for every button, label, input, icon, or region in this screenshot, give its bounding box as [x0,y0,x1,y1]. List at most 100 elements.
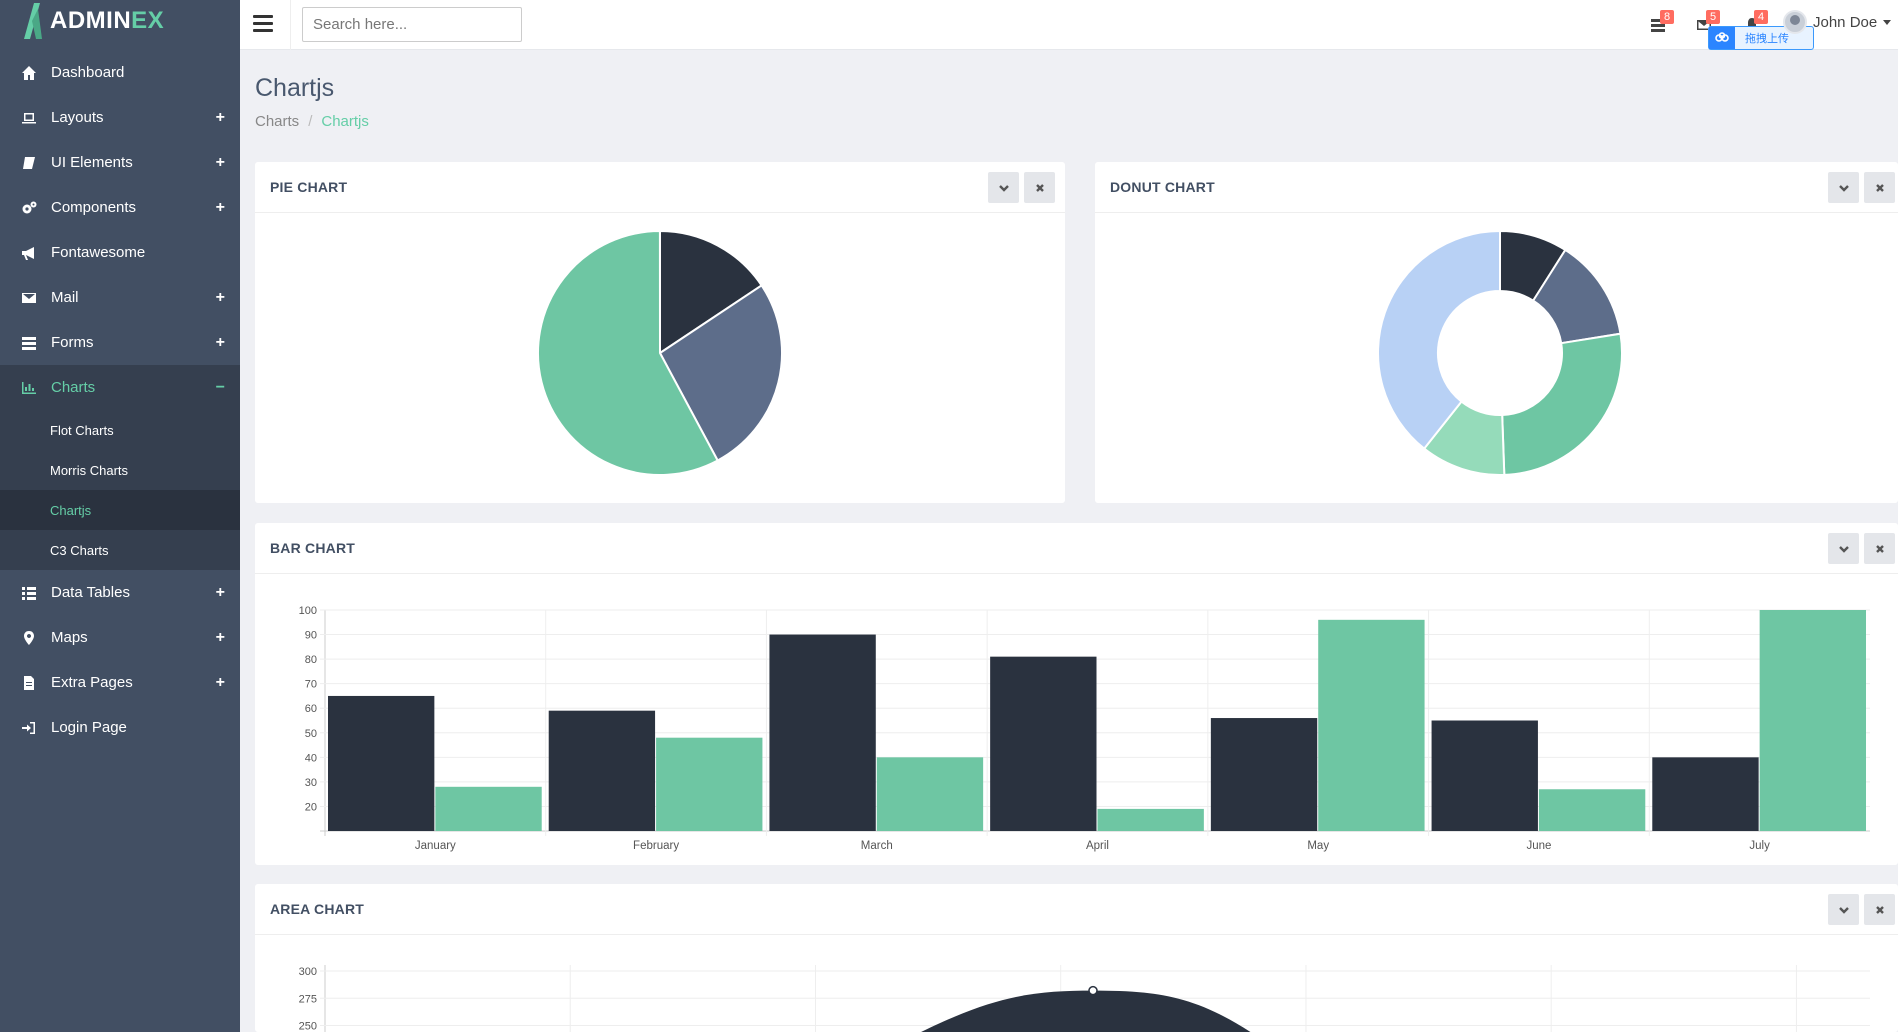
bar[interactable] [1759,610,1866,831]
cloud-upload-icon [1709,27,1735,49]
tasks-notification[interactable]: 8 [1650,10,1675,33]
sidebar-item-extra-pages[interactable]: Extra Pages + [0,660,240,705]
x-tick-label: June [1526,840,1551,852]
close-panel-button[interactable] [1864,533,1895,564]
breadcrumb-link[interactable]: Charts [255,113,300,130]
pie-slice[interactable] [658,284,783,462]
sidebar-item-data-tables[interactable]: Data Tables + [0,570,240,615]
bar[interactable] [876,757,984,831]
donut-chart [1377,229,1623,476]
sidebar-item-fontawesome[interactable]: Fontawesome [0,230,240,275]
panel-header: DONUT CHART [1095,162,1898,213]
sidebar-item-charts[interactable]: Charts − [0,365,240,410]
chevron-down-icon [1838,184,1849,192]
breadcrumb-current: Chartjs [321,113,369,130]
bar[interactable] [548,710,656,831]
pie-slice[interactable] [1377,229,1501,450]
panel-tools [1823,894,1895,925]
search-input[interactable] [302,7,522,42]
bar[interactable] [1318,619,1425,831]
bar-chart-icon [20,379,38,397]
chevron-down-icon [1838,545,1849,553]
y-tick-label: 80 [305,654,317,666]
th-list-icon [20,584,38,602]
close-panel-button[interactable] [1864,172,1895,203]
expand-icon: + [215,583,225,601]
data-point[interactable] [1088,985,1098,996]
bar[interactable] [1538,789,1646,831]
y-tick-label: 90 [305,630,317,642]
sidebar-item-label: UI Elements [51,154,133,171]
y-tick-label: 275 [299,993,317,1005]
y-tick-label: 40 [305,752,317,764]
expand-icon: + [215,333,225,351]
x-tick-label: February [633,840,679,852]
sidebar-item-login-page[interactable]: Login Page [0,705,240,750]
avatar [1783,10,1807,34]
map-marker-icon [20,629,38,647]
panel-title: AREA CHART [270,901,365,917]
bar-chart-panel: BAR CHART 20 30 40 50 60 70 80 90 100 January Febr… [255,523,1898,865]
collapse-icon: − [215,378,225,396]
pie-slice[interactable] [659,229,763,355]
pie-chart-panel: PIE CHART [255,162,1065,503]
sidebar-item-forms[interactable]: Forms + [0,320,240,365]
cogs-icon [20,199,38,217]
close-panel-button[interactable] [1024,172,1055,203]
upload-label: 拖拽上传 [1745,33,1789,45]
sidebar-item-label: Charts [51,379,96,396]
pie-slice[interactable] [537,229,720,476]
y-tick-label: 60 [305,703,317,715]
sidebar-item-maps[interactable]: Maps + [0,615,240,660]
close-panel-button[interactable] [1864,894,1895,925]
chevron-down-icon [998,184,1009,192]
bullhorn-icon [20,244,38,262]
charts-submenu: Flot Charts Morris Charts Chartjs C3 Cha… [0,410,240,570]
sidebar-item-components[interactable]: Components + [0,185,240,230]
collapse-panel-button[interactable] [1828,533,1859,564]
collapse-panel-button[interactable] [1828,172,1859,203]
notification-badge: 4 [1754,10,1769,24]
y-tick-label: 250 [299,1021,317,1032]
panel-tools [1823,172,1895,203]
envelope-icon [20,289,38,307]
sidebar-item-label: Data Tables [51,584,130,601]
bar[interactable] [1097,808,1204,831]
menu-toggle-icon[interactable] [253,15,273,33]
pie-slice[interactable] [1501,332,1623,476]
bar[interactable] [656,737,763,831]
sidebar-item-dashboard[interactable]: Dashboard [0,50,240,95]
user-menu[interactable]: John Doe [1783,10,1892,34]
breadcrumb: Charts / Chartjs [255,113,369,130]
top-header: 8 5 4 拖拽上传 John Doe [240,0,1898,50]
collapse-panel-button[interactable] [988,172,1019,203]
bar[interactable] [1431,720,1538,832]
collapse-panel-button[interactable] [1828,894,1859,925]
bar[interactable] [435,786,542,831]
panel-tools [983,172,1055,203]
panel-header: AREA CHART [255,884,1898,935]
submenu-item-flot-charts[interactable]: Flot Charts [50,422,114,438]
logo-icon [24,3,42,39]
bar-chart: 20 30 40 50 60 70 80 90 100 January February March A… [299,605,1870,852]
sidebar-nav: Dashboard Layouts + UI Elements + Compon… [0,50,240,750]
bar[interactable] [328,695,435,831]
sidebar-item-layouts[interactable]: Layouts + [0,95,240,140]
panel-title: DONUT CHART [1110,179,1215,195]
sidebar-item-ui-elements[interactable]: UI Elements + [0,140,240,185]
bar[interactable] [1210,718,1318,831]
submenu-item-chartjs[interactable]: Chartjs [0,490,240,530]
sidebar-item-label: Components [51,199,137,216]
area-series[interactable] [915,990,1255,1032]
sign-in-icon [20,719,38,737]
mail-notification[interactable]: 5 [1696,10,1721,33]
bar[interactable] [1652,757,1759,831]
bar[interactable] [990,656,1097,831]
submenu-item-c3-charts[interactable]: C3 Charts [50,542,109,558]
expand-icon: + [215,198,225,216]
submenu-item-morris-charts[interactable]: Morris Charts [50,462,129,478]
brand-logo[interactable]: ADMINEX [0,0,240,42]
bar[interactable] [769,634,876,831]
panel-header: BAR CHART [255,523,1898,574]
sidebar-item-mail[interactable]: Mail + [0,275,240,320]
